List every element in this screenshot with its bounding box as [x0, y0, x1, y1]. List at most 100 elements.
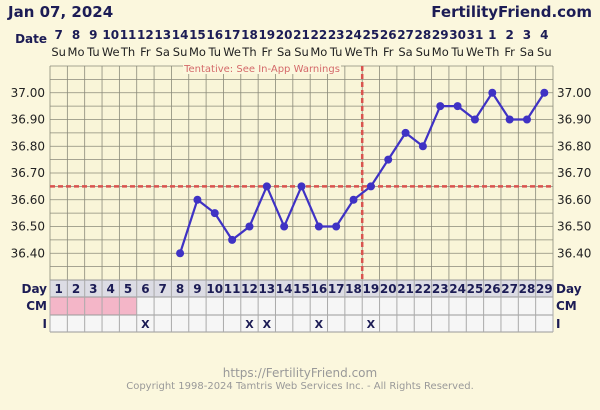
period-cell	[84, 297, 103, 315]
intercourse-mark: X	[315, 318, 324, 331]
date-tick: 2	[505, 28, 513, 42]
temperature-point	[280, 222, 289, 231]
temperature-point	[349, 195, 358, 204]
date-tick: 1	[488, 28, 496, 42]
date-tick: 11	[120, 28, 137, 42]
weekday-tick: Su	[173, 45, 188, 59]
intercourse-mark: X	[367, 318, 376, 331]
weekday-tick: Fr	[262, 45, 273, 59]
weekday-tick: We	[223, 45, 241, 59]
y-tick-left: 36.40	[11, 246, 45, 260]
date-tick: 4	[540, 28, 548, 42]
weekday-tick: Mo	[189, 45, 206, 59]
annotation-text: Tentative: See In-App Warnings	[183, 64, 340, 75]
date-label: Date	[15, 32, 47, 46]
cm-label-left: CM	[26, 299, 47, 313]
day-number: 15	[293, 282, 310, 296]
intercourse-mark: X	[263, 318, 272, 331]
day-number: 29	[536, 282, 553, 296]
i-label-right: I	[556, 317, 560, 331]
date-tick: 22	[310, 28, 327, 42]
weekday-tick: Fr	[504, 45, 515, 59]
date-tick: 24	[345, 28, 362, 42]
day-number: 5	[124, 282, 132, 296]
day-number: 22	[415, 282, 432, 296]
weekday-tick: Tu	[86, 45, 100, 59]
weekday-tick: Fr	[140, 45, 151, 59]
day-number: 25	[467, 282, 484, 296]
day-number: 4	[107, 282, 115, 296]
temperature-point	[245, 222, 254, 231]
weekday-tick: Tu	[207, 45, 221, 59]
date-tick: 18	[241, 28, 258, 42]
temperature-point	[505, 115, 514, 124]
temperature-point	[470, 115, 479, 124]
brand-link[interactable]: FertilityFriend.com	[431, 3, 592, 21]
day-number: 9	[193, 282, 201, 296]
day-number: 16	[310, 282, 327, 296]
day-number: 18	[345, 282, 362, 296]
weekday-tick: We	[345, 45, 363, 59]
temperature-point	[228, 235, 237, 244]
chart-date: Jan 07, 2024	[8, 3, 114, 21]
weekday-tick: Th	[363, 45, 378, 59]
day-number: 28	[519, 282, 536, 296]
temperature-point	[210, 209, 219, 218]
weekday-tick: Su	[294, 45, 309, 59]
temperature-point	[366, 182, 375, 191]
day-number: 14	[276, 282, 293, 296]
y-tick-right: 36.40	[557, 246, 591, 260]
day-number: 8	[176, 282, 184, 296]
footer-url[interactable]: https://FertilityFriend.com	[222, 366, 378, 380]
temperature-point	[314, 222, 323, 231]
y-tick-right: 36.70	[557, 166, 591, 180]
date-tick: 17	[224, 28, 241, 42]
y-tick-left: 36.80	[11, 139, 45, 153]
temperature-point	[436, 102, 445, 111]
day-label-left: Day	[21, 282, 47, 296]
date-tick: 12	[137, 28, 154, 42]
weekday-tick: Mo	[310, 45, 327, 59]
date-tick: 19	[258, 28, 275, 42]
date-tick: 25	[363, 28, 380, 42]
y-tick-right: 36.60	[557, 193, 591, 207]
temperature-point	[540, 88, 549, 97]
weekday-tick: Th	[484, 45, 499, 59]
weekday-tick: We	[102, 45, 120, 59]
weekday-tick: Sa	[398, 45, 412, 59]
weekday-tick: Tu	[450, 45, 464, 59]
y-tick-right: 37.00	[557, 86, 591, 100]
day-label-right: Day	[556, 282, 582, 296]
date-tick: 30	[449, 28, 466, 42]
y-tick-left: 36.50	[11, 220, 45, 234]
date-tick: 28	[415, 28, 432, 42]
date-tick: 26	[380, 28, 397, 42]
period-cell	[67, 297, 85, 315]
weekday-tick: Fr	[383, 45, 394, 59]
day-number: 24	[449, 282, 466, 296]
weekday-tick: Th	[241, 45, 256, 59]
day-number: 19	[363, 282, 380, 296]
intercourse-mark: X	[245, 318, 254, 331]
day-number: 1	[54, 282, 62, 296]
day-number: 6	[141, 282, 149, 296]
date-tick: 15	[189, 28, 206, 42]
weekday-tick: Sa	[520, 45, 534, 59]
y-tick-left: 37.00	[11, 86, 45, 100]
day-number: 7	[159, 282, 167, 296]
y-tick-right: 36.90	[557, 113, 591, 127]
temperature-point	[176, 249, 185, 258]
date-tick: 21	[293, 28, 310, 42]
date-tick: 13	[154, 28, 171, 42]
date-tick: 3	[523, 28, 531, 42]
date-tick: 14	[172, 28, 189, 42]
period-cell	[102, 297, 120, 315]
day-number: 23	[432, 282, 449, 296]
temperature-point	[262, 182, 271, 191]
weekday-tick: Sa	[156, 45, 170, 59]
temperature-line	[179, 90, 546, 254]
weekday-tick: Sa	[277, 45, 291, 59]
date-tick: 29	[432, 28, 449, 42]
weekday-tick: Su	[51, 45, 66, 59]
